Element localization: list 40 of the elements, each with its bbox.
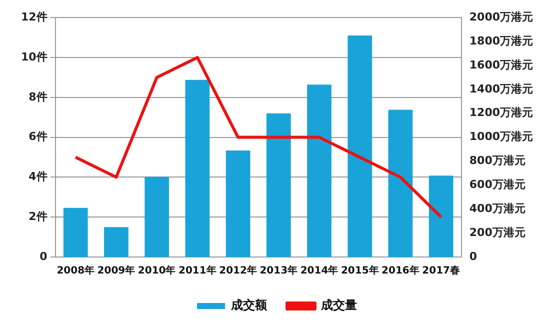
y2-tick-label: 2000万港元 (469, 10, 534, 24)
bar (307, 84, 332, 257)
y-tick-label: 8件 (28, 90, 48, 104)
y2-tick-label: 200万港元 (469, 226, 526, 239)
legend-label: 成交额 (230, 298, 268, 312)
bar (428, 176, 454, 257)
x-tick-label: 2013年 (260, 264, 298, 277)
bar (104, 227, 128, 257)
bar (185, 80, 210, 257)
bar (144, 176, 170, 257)
x-tick-label: 2010年 (138, 264, 176, 277)
y-tick-label: 2件 (28, 210, 48, 223)
y-tick-label: 6件 (28, 130, 48, 144)
x-tick-label: 2015年 (340, 264, 379, 277)
y2-tick-label: 1800万港元 (469, 34, 534, 48)
bar (63, 208, 88, 257)
y2-tick-label: 800万港元 (469, 154, 526, 168)
x-tick-label: 2008年 (56, 264, 95, 277)
y2-tick-label: 600万港元 (469, 178, 526, 192)
y-tick-label: 4件 (28, 170, 48, 184)
y-tick-label: 0 (40, 250, 48, 263)
x-tick-label: 2016年 (382, 264, 420, 277)
y2-tick-label: 1200万港元 (469, 106, 534, 120)
y2-tick-label: 400万港元 (469, 202, 526, 215)
y2-tick-label: 1000万港元 (469, 130, 534, 144)
x-tick-label: 2012年 (219, 264, 257, 277)
y-tick-label: 12件 (20, 10, 48, 24)
legend-label: 成交量 (320, 298, 357, 312)
y2-tick-label: 1400万港元 (469, 82, 534, 96)
x-tick-label: 2017春 (422, 264, 460, 277)
y2-tick-label: 0 (469, 250, 478, 263)
bar (388, 110, 413, 257)
x-tick-label: 2009年 (97, 264, 136, 277)
x-tick-label: 2011年 (178, 264, 216, 277)
bar (226, 150, 250, 257)
x-tick-label: 2014年 (300, 264, 338, 277)
bar (266, 113, 291, 257)
y2-tick-label: 1600万港元 (469, 58, 534, 72)
y-tick-label: 10件 (20, 50, 48, 64)
bar (348, 36, 372, 257)
